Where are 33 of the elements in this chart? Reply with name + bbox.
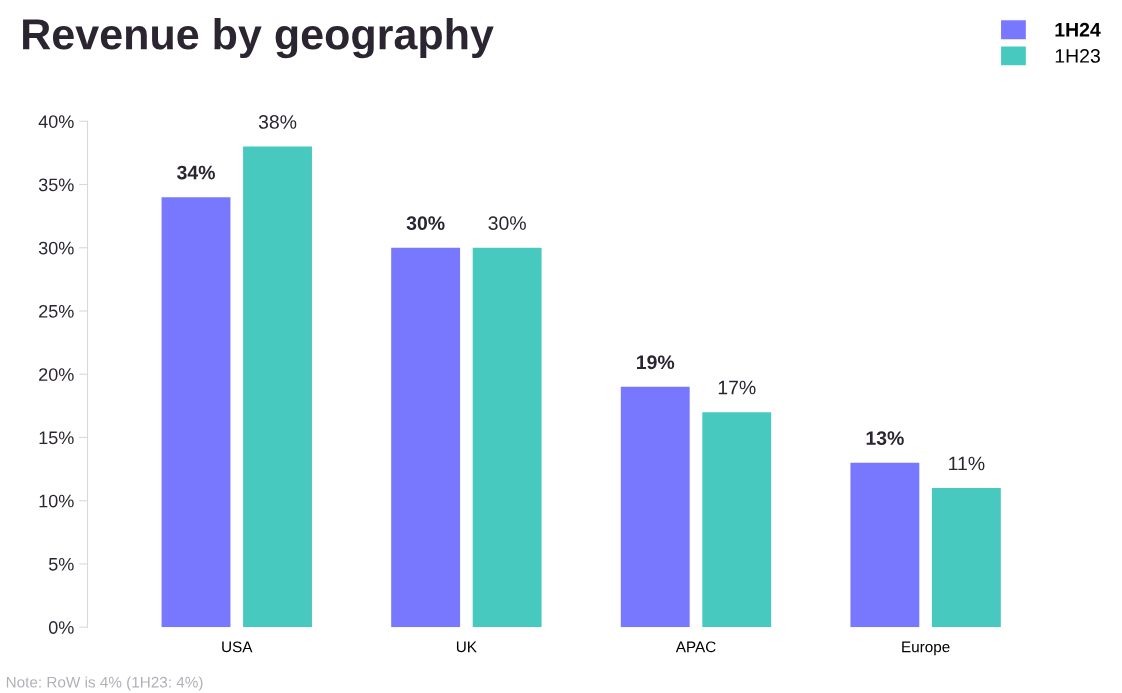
data-label: 17% [718, 380, 756, 395]
y-tick-label: 35% [38, 178, 74, 192]
y-tick-label: 20% [39, 368, 74, 381]
y-tick-label: 15% [39, 431, 74, 445]
legend-label: 1H24 [1055, 22, 1101, 37]
bar [620, 386, 690, 628]
bar [243, 146, 312, 628]
x-tick-label: USA [222, 641, 253, 653]
bar [931, 488, 1001, 628]
text: Note: RoW is 4% (1H23: 4%) [6, 676, 203, 691]
y-tick-label: 10% [39, 494, 74, 508]
legend-label: 1H23 [1055, 49, 1100, 63]
x-tick-label: Europe [902, 641, 950, 656]
data-label: 19% [637, 355, 675, 370]
bar [702, 412, 772, 628]
chart-title: Revenue by geography [23, 17, 494, 59]
bar [472, 247, 542, 628]
bar [391, 247, 461, 628]
bar [850, 462, 920, 628]
x-tick-label: UK [456, 641, 477, 653]
bar [161, 197, 231, 628]
data-label: 13% [866, 431, 904, 446]
y-tick-label: 30% [38, 241, 74, 255]
data-label: 11% [949, 456, 985, 471]
data-label: 34% [177, 165, 215, 180]
y-tick-label: 40% [38, 115, 74, 128]
y-tick-label: 5% [48, 557, 74, 571]
data-label: 30% [488, 216, 526, 231]
data-label: 30% [406, 216, 445, 231]
data-label: 38% [258, 115, 297, 129]
y-tick-label: 0% [48, 621, 74, 634]
x-tick-label: APAC [675, 641, 716, 653]
y-tick-label: 25% [39, 304, 74, 318]
